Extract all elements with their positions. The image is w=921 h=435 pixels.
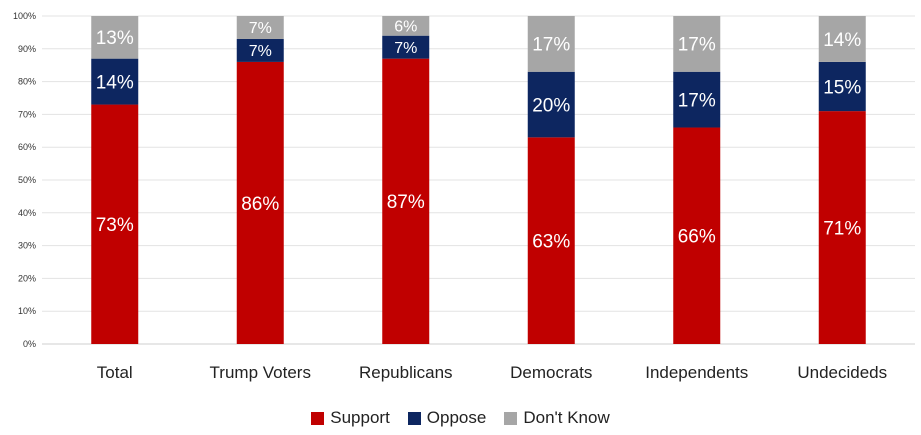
data-label: 20% <box>532 95 570 116</box>
bar-segment-support <box>527 137 575 344</box>
data-label: 73% <box>96 215 134 236</box>
data-label: 7% <box>249 43 272 60</box>
data-label: 86% <box>241 194 279 215</box>
legend-swatch-dont-know <box>504 411 518 425</box>
x-category-label: Democrats <box>510 363 592 382</box>
y-tick-label: 90% <box>18 44 36 54</box>
y-tick-label: 80% <box>18 77 36 87</box>
bar-segment-oppose <box>527 71 575 138</box>
x-category-label: Independents <box>645 363 748 382</box>
bar-segment-don-t-know <box>91 16 139 59</box>
legend-label-oppose: Oppose <box>426 408 487 427</box>
chart-plot-area: 0% 10% 20% 30% 40% 50% 60% 70% 80% 90% 100% 73% 14% 1… <box>13 11 915 382</box>
data-label: 66% <box>678 227 716 248</box>
data-label: 63% <box>532 232 570 253</box>
legend-swatch-oppose <box>407 411 421 425</box>
bar-segment-support <box>236 61 284 345</box>
legend-label-dont-know: Don't Know <box>523 408 610 427</box>
y-tick-label: 0% <box>23 339 36 349</box>
data-label: 17% <box>678 90 716 111</box>
bar-segment-don-t-know <box>382 16 430 36</box>
y-tick-label: 10% <box>18 306 36 316</box>
x-category-label: Republicans <box>359 363 453 382</box>
bar-segment-don-t-know <box>527 16 575 72</box>
data-label: 17% <box>678 35 716 56</box>
data-label: 6% <box>394 19 417 36</box>
bar-segment-oppose <box>91 58 139 105</box>
bar-segment-oppose <box>382 35 430 59</box>
bar-segment-oppose <box>236 38 284 62</box>
data-label: 87% <box>387 192 425 213</box>
legend-swatch-support <box>311 411 325 425</box>
bar-segment-don-t-know <box>818 16 866 62</box>
bar-segment-oppose <box>673 71 721 128</box>
data-label: 71% <box>823 218 861 239</box>
y-tick-label: 70% <box>18 109 36 119</box>
legend-item-support: Support <box>311 408 390 428</box>
y-tick-label: 20% <box>18 273 36 283</box>
chart-legend: Support Oppose Don't Know <box>0 408 921 428</box>
bar-segment-support <box>673 127 721 345</box>
bar-segment-support <box>818 111 866 345</box>
x-category-label: Total <box>97 363 133 382</box>
legend-item-oppose: Oppose <box>407 408 487 428</box>
y-tick-label: 50% <box>18 175 36 185</box>
legend-item-dont-know: Don't Know <box>504 408 610 428</box>
data-label: 7% <box>394 40 417 57</box>
data-label: 13% <box>96 28 134 49</box>
data-label: 14% <box>823 30 861 51</box>
y-tick-label: 30% <box>18 241 36 251</box>
bar-segment-oppose <box>818 61 866 112</box>
x-category-label: Undecideds <box>797 363 887 382</box>
x-category-label: Trump Voters <box>210 363 311 382</box>
legend-label-support: Support <box>330 408 390 427</box>
data-label: 14% <box>96 72 134 93</box>
data-label: 17% <box>532 35 570 56</box>
bar-segment-support <box>91 104 139 344</box>
y-tick-label: 100% <box>13 11 36 21</box>
y-tick-label: 40% <box>18 208 36 218</box>
data-label: 15% <box>823 77 861 98</box>
bar-segment-don-t-know <box>236 16 284 39</box>
y-tick-label: 60% <box>18 142 36 152</box>
bar-segment-support <box>382 58 430 344</box>
bar-segment-don-t-know <box>673 16 721 72</box>
data-label: 7% <box>249 20 272 37</box>
